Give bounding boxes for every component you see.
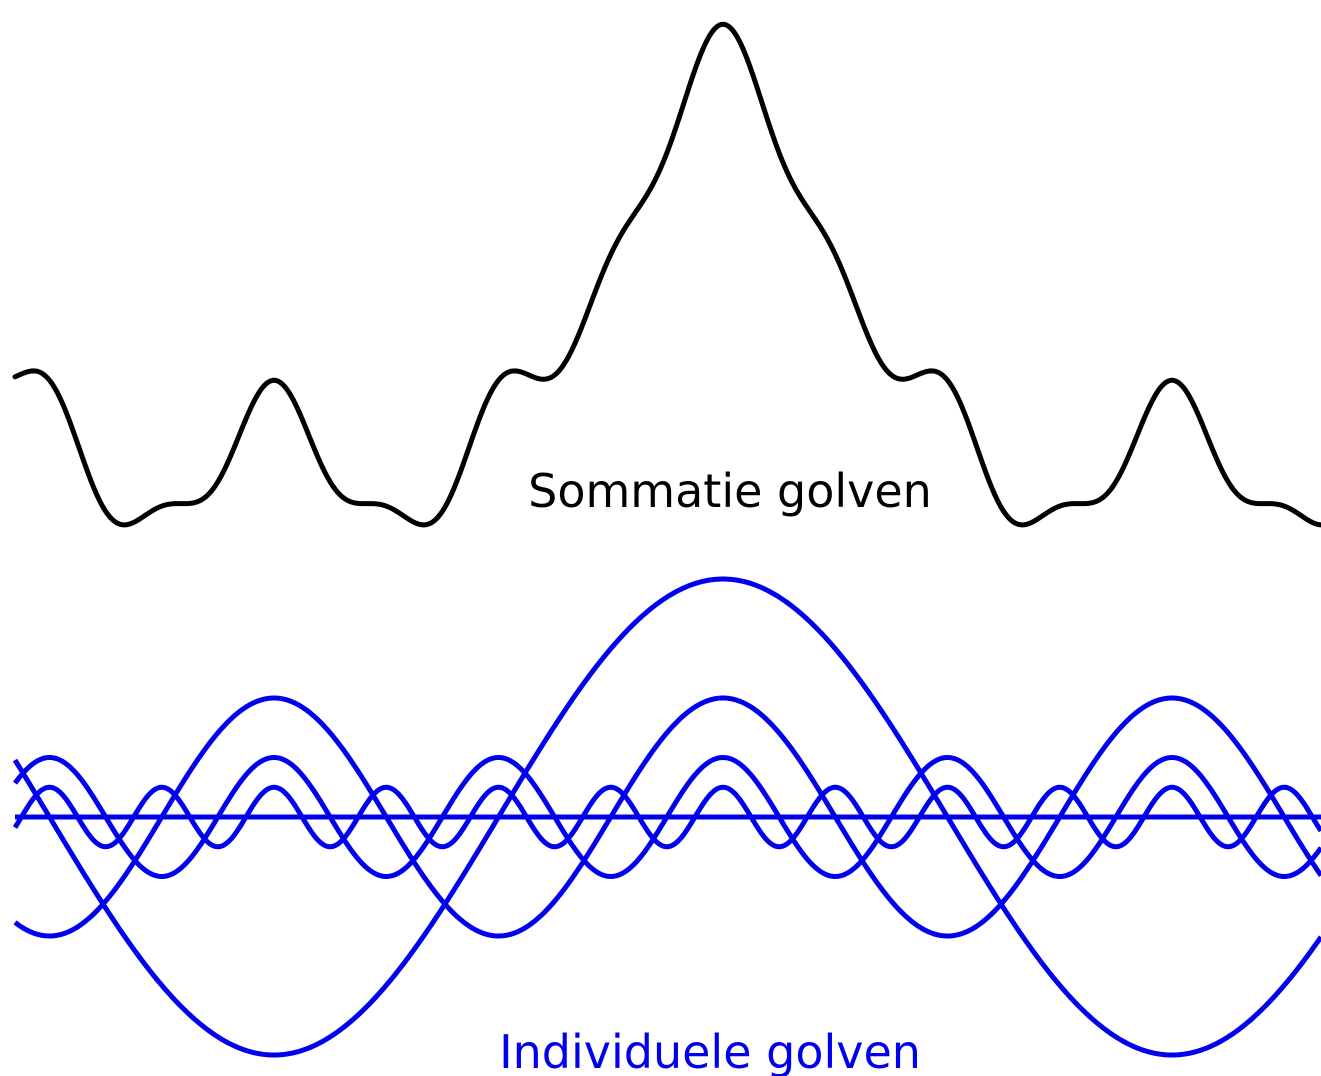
individual-waves-label: Individuele golven — [499, 1025, 921, 1076]
sum-waves-label: Sommatie golven — [528, 464, 932, 518]
sum-wave — [12, 21, 1321, 528]
individual-wave-4 — [12, 784, 1321, 850]
individual-wave-1 — [12, 576, 1321, 1058]
individual-wave-2 — [13, 695, 1321, 939]
